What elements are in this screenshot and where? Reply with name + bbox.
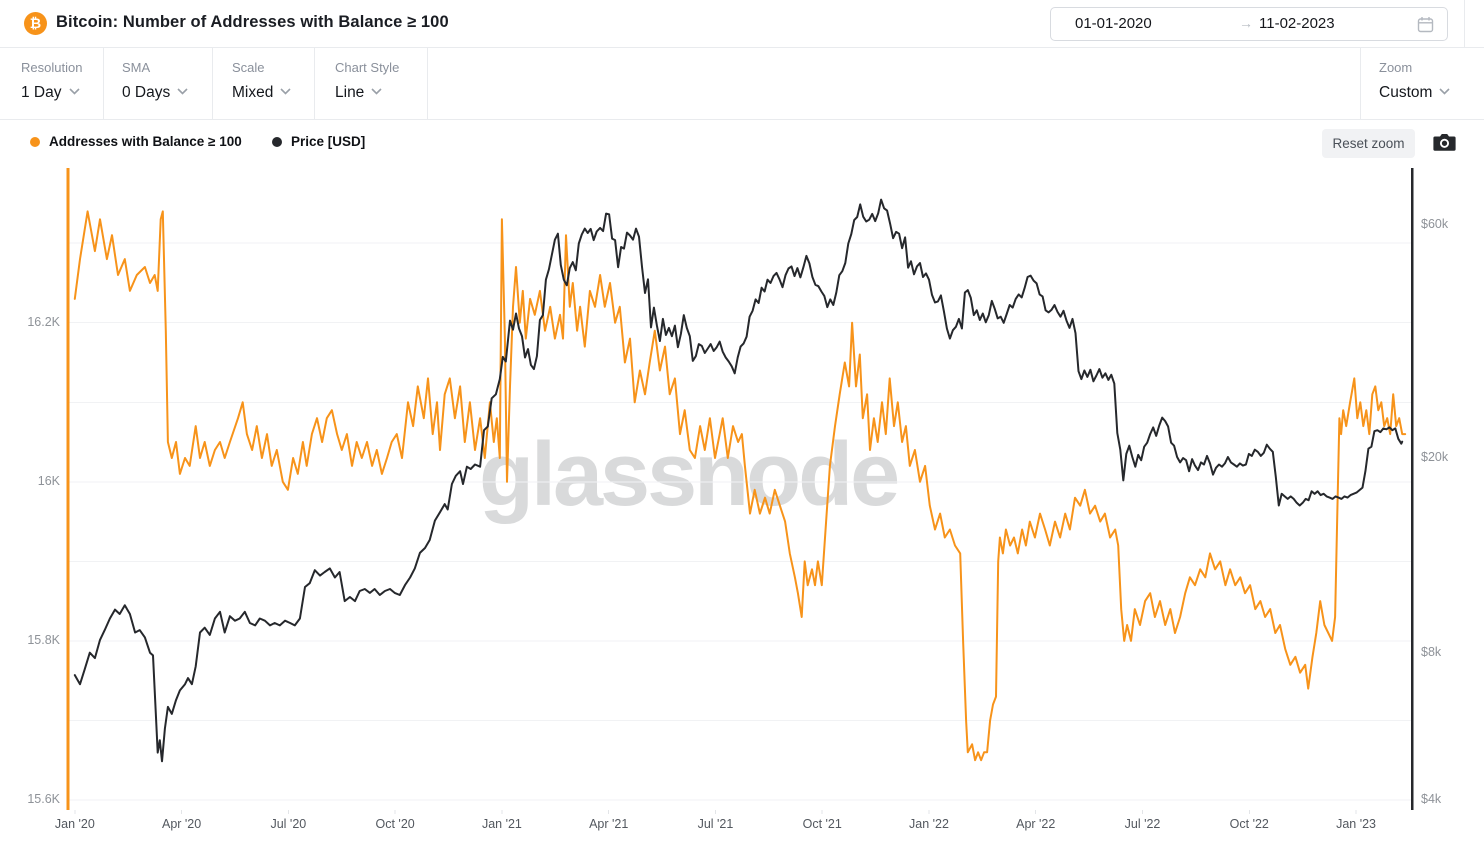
chevron-down-icon: [280, 82, 291, 100]
sma-dropdown[interactable]: SMA 0 Days: [104, 48, 213, 120]
date-range-picker[interactable]: 01-01-2020 → 11-02-2023: [1050, 7, 1448, 41]
zoom-value: Custom: [1379, 84, 1433, 101]
chart-style-label: Chart Style: [335, 60, 400, 75]
x-tick-label: Oct '21: [802, 817, 842, 831]
resolution-label: Resolution: [21, 60, 83, 75]
y-right-tick-label: $20k: [1421, 450, 1449, 465]
y-right-tick-label: $60k: [1421, 216, 1449, 231]
chevron-down-icon: [1439, 82, 1450, 100]
header: ₿ Bitcoin: Number of Addresses with Bala…: [0, 0, 1484, 162]
arrow-right-icon: →: [1239, 15, 1253, 31]
scale-dropdown[interactable]: Scale Mixed: [213, 48, 315, 120]
legend-dot-dark: [272, 137, 282, 147]
bitcoin-icon: ₿: [24, 12, 47, 35]
toolbar: Resolution 1 Day SMA 0 Days Scale Mixed …: [0, 48, 1484, 120]
camera-screenshot-button[interactable]: [1431, 131, 1458, 156]
x-tick-label: Apr '22: [1016, 817, 1056, 831]
legend-row: Addresses with Balance ≥ 100 Price [USD]…: [0, 120, 1484, 168]
chevron-down-icon: [177, 82, 188, 100]
legend-label-price: Price [USD]: [291, 134, 366, 149]
x-tick-label: Jan '20: [54, 817, 95, 831]
sma-value: 0 Days: [122, 84, 171, 101]
x-tick-label: Oct '20: [375, 817, 415, 831]
date-end-value[interactable]: 11-02-2023: [1259, 15, 1335, 32]
zoom-label: Zoom: [1379, 60, 1413, 75]
date-start-value[interactable]: 01-01-2020: [1075, 15, 1152, 32]
sma-label: SMA: [122, 60, 151, 75]
chevron-down-icon: [68, 82, 80, 100]
legend-item-price[interactable]: Price [USD]: [272, 134, 365, 154]
resolution-value: 1 Day: [21, 84, 62, 101]
resolution-dropdown[interactable]: Resolution 1 Day: [0, 48, 104, 120]
chevron-down-icon: [371, 82, 382, 100]
y-right-tick-label: $8k: [1421, 644, 1442, 659]
calendar-icon[interactable]: [1417, 16, 1434, 38]
x-tick-label: Oct '22: [1229, 817, 1269, 831]
zoom-dropdown[interactable]: Zoom Custom: [1360, 48, 1464, 120]
x-tick-label: Jul '20: [270, 817, 307, 831]
y-left-tick-label: 15.6K: [27, 792, 60, 806]
scale-value: Mixed: [232, 84, 274, 101]
x-tick-label: Apr '21: [589, 817, 629, 831]
x-tick-label: Jan '22: [909, 817, 949, 831]
legend-item-addresses[interactable]: Addresses with Balance ≥ 100: [30, 134, 242, 154]
reset-zoom-button[interactable]: Reset zoom: [1322, 129, 1415, 158]
legend-dot-orange: [30, 137, 40, 147]
chart-style-dropdown[interactable]: Chart Style Line: [315, 48, 428, 120]
y-left-tick-label: 16K: [37, 473, 60, 488]
y-left-tick-label: 16.2K: [27, 314, 60, 329]
y-left-tick-label: 15.8K: [27, 632, 60, 647]
x-tick-label: Jul '22: [1124, 817, 1161, 831]
x-tick-label: Jul '21: [697, 817, 734, 831]
legend-label-addresses: Addresses with Balance ≥ 100: [49, 134, 242, 149]
x-tick-label: Jan '21: [481, 817, 522, 831]
y-right-tick-label: $4k: [1421, 792, 1442, 806]
x-tick-label: Jan '23: [1336, 817, 1377, 831]
page-title: Bitcoin: Number of Addresses with Balanc…: [56, 13, 449, 31]
x-tick-label: Apr '20: [161, 817, 202, 831]
series-line-addresses: [73, 210, 1407, 762]
series-line-price: [73, 198, 1404, 763]
chart-style-value: Line: [335, 84, 365, 101]
scale-label: Scale: [232, 60, 265, 75]
